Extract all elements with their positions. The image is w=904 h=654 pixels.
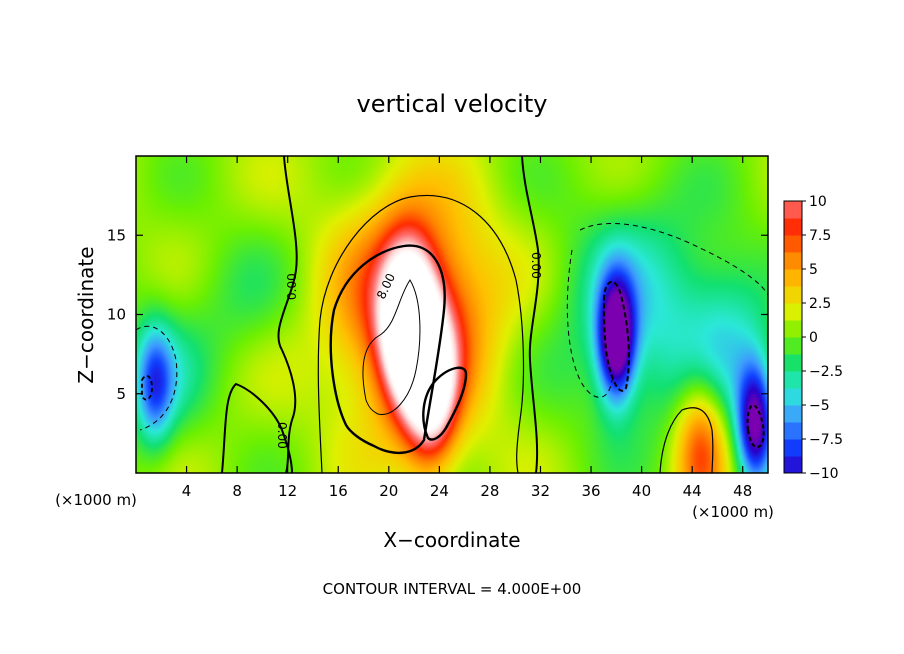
contour-8-updraft-small	[422, 366, 468, 441]
colorbar-cell	[784, 218, 802, 236]
x-tick-label: 4	[182, 482, 192, 500]
contour-zero-left-lower	[221, 382, 293, 473]
contour-neg-downdraft	[566, 223, 768, 398]
contour-label-zero-c: 0.00	[275, 422, 289, 449]
colorbar-cell	[784, 439, 802, 457]
colorbar-tick-label: 7.5	[809, 228, 831, 244]
contour-zero-far-right	[659, 407, 714, 473]
x-unit-left: (×1000 m)	[55, 491, 137, 509]
x-tick-label: 28	[480, 482, 499, 500]
y-axis: 5 10 15	[107, 226, 768, 403]
contour-8-updraft	[329, 244, 446, 454]
colorbar-cell	[784, 405, 802, 423]
colorbar-cell	[784, 456, 802, 474]
y-tick-label: 15	[107, 226, 126, 244]
contour-zero-left	[277, 156, 298, 473]
x-tick-label: 48	[733, 482, 752, 500]
colorbar-tick-label: 0	[809, 330, 818, 346]
contour-neg8-left	[141, 374, 153, 401]
contour-label-zero-b: 0.00	[529, 252, 543, 279]
x-tick-label: 20	[379, 482, 398, 500]
contour-interval-footer: CONTOUR INTERVAL = 4.000E+00	[323, 580, 582, 598]
x-axis: 4 8 12 16 20 24 28 32 36 40 44 48	[182, 156, 752, 500]
x-tick-label: 16	[329, 482, 348, 500]
x-tick-label: 8	[232, 482, 242, 500]
colorbar-cell	[784, 252, 802, 270]
chart-title: vertical velocity	[357, 90, 548, 118]
colorbar-cells	[784, 201, 802, 474]
x-tick-label: 44	[683, 482, 702, 500]
colorbar-cell	[784, 269, 802, 287]
x-tick-label: 36	[581, 482, 600, 500]
colorbar-cell	[784, 354, 802, 372]
colorbar-cell	[784, 303, 802, 321]
colorbar-cell	[784, 371, 802, 389]
y-tick-label: 10	[107, 306, 126, 324]
x-tick-label: 12	[278, 482, 297, 500]
x-tick-label: 32	[531, 482, 550, 500]
colorbar: 10 7.5 5 2.5 0 −2.5 −5 −7.5 −10	[783, 194, 843, 482]
velocity-field	[136, 156, 768, 473]
colorbar-tick-label: 5	[809, 262, 818, 278]
contour-neg8-downdraft	[602, 280, 630, 392]
contour-label-zero-a: 0.00	[285, 273, 299, 300]
colorbar-cell	[784, 201, 802, 219]
contour-lines	[136, 156, 768, 473]
colorbar-cell	[784, 388, 802, 406]
colorbar-tick-label: −10	[809, 466, 839, 482]
x-tick-label: 40	[632, 482, 651, 500]
contour-zero-right	[521, 156, 540, 473]
x-axis-label: X−coordinate	[383, 528, 520, 552]
x-tick-label: 24	[430, 482, 449, 500]
contour-16-updraft	[362, 279, 421, 416]
colorbar-tick-label: −2.5	[809, 364, 843, 380]
plot-area: 0.00 8.00 0.00 0.00	[136, 156, 768, 473]
colorbar-tick-label: −5	[809, 398, 830, 414]
colorbar-cell	[784, 286, 802, 304]
colorbar-ticks: 10 7.5 5 2.5 0 −2.5 −5 −7.5 −10	[802, 194, 843, 482]
y-tick-label: 5	[116, 385, 126, 403]
colorbar-tick-label: −7.5	[809, 432, 843, 448]
colorbar-cell	[784, 235, 802, 253]
colorbar-tick-label: 2.5	[809, 296, 831, 312]
contour-neg-left	[136, 325, 178, 431]
y-axis-label: Z−coordinate	[74, 246, 98, 383]
x-unit-right: (×1000 m)	[692, 503, 774, 521]
colorbar-tick-label: 10	[809, 194, 827, 210]
contour-zero-updraft	[317, 195, 525, 473]
contour-neg8-right	[746, 404, 765, 448]
colorbar-cell	[784, 320, 802, 338]
colorbar-cell	[784, 422, 802, 440]
colorbar-cell	[784, 337, 802, 355]
